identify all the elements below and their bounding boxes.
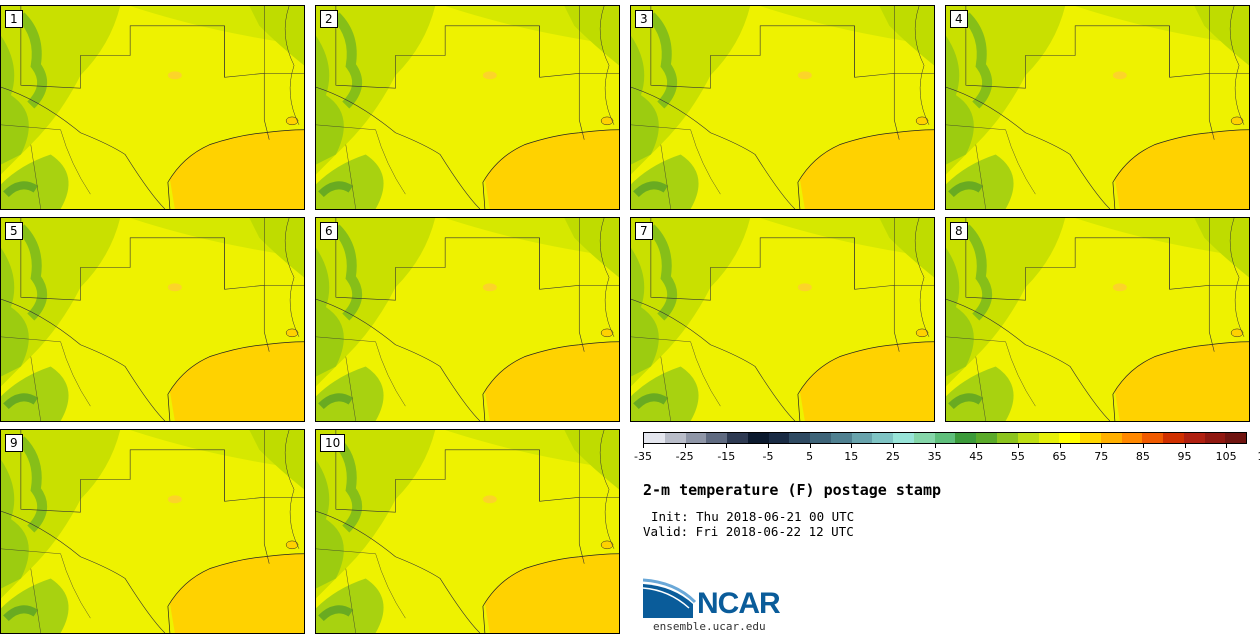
colorbar-tick-mark	[1101, 444, 1103, 448]
colorbar-tick-mark	[851, 444, 853, 448]
colorbar-swatch	[893, 433, 914, 443]
stamp-8: 8	[945, 217, 1250, 422]
colorbar-swatch	[706, 433, 728, 443]
colorbar-tick-label: -25	[675, 450, 694, 463]
colorbar-tick-label: 45	[969, 450, 984, 463]
colorbar-tick-mark	[767, 444, 769, 448]
colorbar-tick-mark	[1184, 444, 1186, 448]
colorbar-tick-label: -5	[762, 450, 774, 463]
stamp-9: 9	[0, 429, 305, 634]
colorbar-tick-label: 65	[1052, 450, 1067, 463]
site-url[interactable]: ensemble.ucar.edu	[653, 620, 766, 633]
colorbar-swatch	[976, 433, 998, 443]
stamp-5: 5	[0, 217, 305, 422]
stamp-6: 6	[315, 217, 620, 422]
stamp-number: 9	[5, 434, 23, 452]
colorbar-tick-label: 105	[1215, 450, 1237, 463]
stamp-10: 10	[315, 429, 620, 634]
stamp-2: 2	[315, 5, 620, 210]
colorbar-tick-mark	[809, 444, 811, 448]
colorbar-swatch	[1183, 433, 1205, 443]
stamp-number: 7	[635, 222, 653, 240]
colorbar-tick-mark	[1059, 444, 1061, 448]
colorbar-tick-label: -35	[634, 450, 652, 463]
colorbar-tick-mark	[892, 444, 894, 448]
colorbar-swatch	[997, 433, 1018, 443]
colorbar-swatch	[913, 433, 935, 443]
colorbar-swatch	[768, 433, 790, 443]
valid-time: Valid: Fri 2018-06-22 12 UTC	[643, 524, 854, 539]
stamp-number: 4	[950, 10, 968, 28]
colorbar-swatch	[810, 433, 831, 443]
colorbar-swatch	[851, 433, 873, 443]
colorbar-tick-label: 35	[927, 450, 942, 463]
colorbar-tick-mark	[684, 444, 686, 448]
stamp-number: 5	[5, 222, 23, 240]
colorbar-swatch	[872, 433, 894, 443]
colorbar-tick-label: -15	[717, 450, 736, 463]
colorbar-tick-mark	[643, 444, 644, 448]
colorbar-swatch	[789, 433, 811, 443]
colorbar-swatch	[1059, 433, 1081, 443]
stamp-1: 1	[0, 5, 305, 210]
colorbar-ticks: -35 -25 -15 -5 5 15 25 35 45 55 65 75 85 95 105 115	[633, 450, 1260, 466]
colorbar-tick-label: 15	[844, 450, 859, 463]
colorbar-tick-label: 75	[1094, 450, 1109, 463]
colorbar-swatch	[727, 433, 748, 443]
ncar-logo-icon	[643, 578, 697, 618]
colorbar-tick-label: 115	[1257, 450, 1260, 463]
colorbar-tick-label: 85	[1135, 450, 1150, 463]
stamp-number: 2	[320, 10, 338, 28]
chart-title: 2-m temperature (F) postage stamp	[643, 481, 942, 499]
stamp-number: 1	[5, 10, 23, 28]
colorbar-swatch	[644, 433, 665, 443]
colorbar-tick-mark	[1017, 444, 1019, 448]
stamp-number: 10	[320, 434, 346, 452]
colorbar-tick-label: 95	[1177, 450, 1192, 463]
stamp-number: 3	[635, 10, 653, 28]
stamp-number: 8	[950, 222, 968, 240]
colorbar-swatch	[1038, 433, 1060, 443]
colorbar-swatch	[955, 433, 977, 443]
ncar-logo-text: NCAR	[697, 587, 781, 620]
colorbar-swatch	[1100, 433, 1122, 443]
colorbar	[643, 432, 1247, 444]
colorbar-tick-mark	[976, 444, 978, 448]
colorbar-swatch	[934, 433, 956, 443]
colorbar-swatch	[1121, 433, 1143, 443]
colorbar-swatch	[1163, 433, 1184, 443]
colorbar-tick-label: 55	[1010, 450, 1025, 463]
stamp-number: 6	[320, 222, 338, 240]
colorbar-swatch	[1080, 433, 1101, 443]
colorbar-swatch	[1142, 433, 1164, 443]
colorbar-tick-label: 25	[885, 450, 900, 463]
colorbar-swatch	[1204, 433, 1226, 443]
stamp-4: 4	[945, 5, 1250, 210]
colorbar-tick-mark	[1226, 444, 1228, 448]
stamp-7: 7	[630, 217, 935, 422]
colorbar-swatch	[830, 433, 852, 443]
colorbar-tick-mark	[726, 444, 728, 448]
colorbar-swatch	[1017, 433, 1039, 443]
colorbar-tick-label: 5	[806, 450, 814, 463]
colorbar-tick-mark	[1142, 444, 1144, 448]
colorbar-tick-mark	[934, 444, 936, 448]
colorbar-swatch	[747, 433, 769, 443]
init-time: Init: Thu 2018-06-21 00 UTC	[651, 509, 855, 524]
stamp-3: 3	[630, 5, 935, 210]
colorbar-swatch	[664, 433, 686, 443]
colorbar-swatch	[685, 433, 707, 443]
colorbar-swatch	[1225, 433, 1247, 443]
